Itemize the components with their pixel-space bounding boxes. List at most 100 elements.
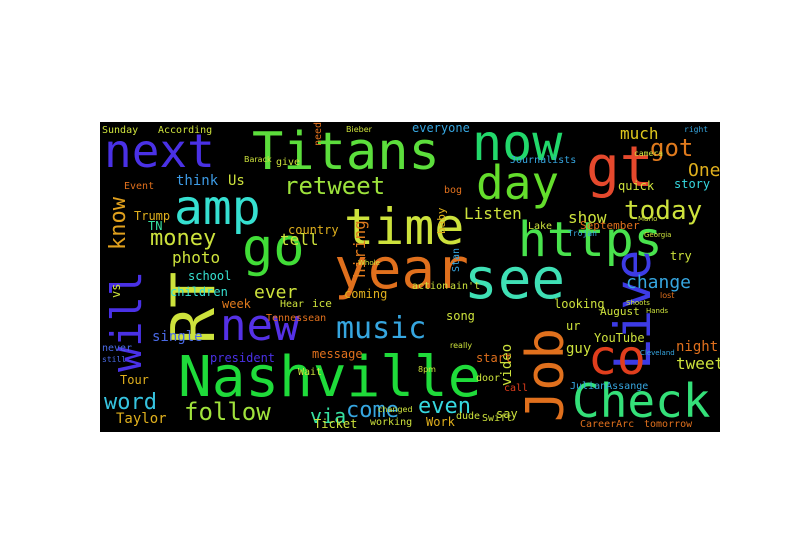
word-august: August [600,305,640,318]
word-music: music [336,311,427,346]
word-work: Work [426,415,455,429]
word-tn: TN [148,219,163,233]
word-year: year [334,237,469,302]
word-think: think [176,173,219,189]
word-show: show [568,208,607,227]
word-via: via [310,404,347,428]
word-cleveland: Cleveland [640,349,675,357]
word-even: even [418,394,471,419]
word-quick: quick [618,179,655,193]
word-children: children [170,285,228,299]
word-day: day [476,156,560,210]
word-now: now [472,122,563,172]
word-right: right [684,125,709,134]
word-photo: photo [172,248,221,267]
word-careerarc: CareerArc [580,419,635,430]
word-door: door [476,373,501,384]
word-dude: dude [456,411,481,422]
word-new: new [220,300,300,351]
word-know: know [106,197,131,250]
word-money: money [150,226,217,251]
word-camera: camera [634,149,663,158]
word-guy: guy [566,341,592,357]
word-nashville: Nashville [178,345,482,410]
word-listen: Listen [464,204,522,223]
word-president: president [210,351,276,365]
word-night: night [676,339,719,355]
word-say: say [496,407,518,421]
word-tomorrow: tomorrow [644,419,693,430]
word-message: message [312,347,363,361]
word-much: much [620,124,659,143]
word-gt: gt [586,135,654,200]
word-song: song [446,309,475,323]
word-go: go [242,218,305,278]
word-single: single [152,329,203,345]
word-ever: ever [254,282,298,303]
word-hear: Hear [280,299,305,310]
word-never: never [102,343,133,354]
word-georgia: Georgia [644,231,672,239]
word-tennessean: Tennessean [266,313,327,324]
word-change: change [626,272,692,293]
word-follow: follow [184,398,271,426]
word-word: word [104,390,157,415]
word-next: next [104,124,215,178]
word-hands: Hands [646,307,669,315]
word-trojan: Trojan [568,229,597,238]
word-lost: lost [660,291,675,300]
word-shoots: Shoots [626,299,650,307]
word-ticket: Ticket [314,417,358,431]
word-sunday: Sunday [102,125,139,136]
word-https: https [518,212,663,268]
word-job: Job [516,328,576,422]
word-give: give [276,157,301,168]
word-time: time [344,198,465,256]
word-journalists: Journalists [510,155,577,166]
word-got: got [650,134,694,162]
word-today: today [624,196,703,226]
word-tour: Tour [120,373,149,387]
word-country: country [288,223,339,237]
word-really: really [450,341,473,350]
word-call: call [504,383,529,394]
word-aint: ain't [450,281,481,292]
word-baby: baby [435,207,448,235]
word-bieber: Bieber [346,125,372,134]
word-tweet: tweet [676,354,720,373]
word-see: see [464,247,566,312]
word-wait: Wait [298,367,323,378]
word-mario: Mario [638,215,658,223]
word-start: start [476,351,513,365]
word-according: According [158,125,213,136]
word-stan: Stan [451,247,462,272]
word-september: September [580,219,640,232]
word-lake: Lake [528,221,553,232]
word-retweet: retweet [284,172,386,200]
word-bog: bog [444,185,463,196]
word-barack: Barack [244,155,272,164]
word-trump: Trump [134,209,171,223]
word-us: Us [228,173,245,189]
word-one: One [688,160,720,181]
word-co: co [588,330,646,386]
word-event: Event [124,181,155,192]
word-swift: Swift [482,413,513,424]
word-vs: vs [109,283,123,298]
word-8pm: 8pm [418,365,436,374]
word-story: story [674,177,711,191]
word-everyone: everyone [412,122,470,135]
word-cloud: Nashville Titans now next gt amp time ht… [100,122,720,432]
word-come: come [346,398,399,423]
word-youtube: YouTube [594,331,645,345]
word-ur: ur [566,319,581,333]
word-school: school [188,269,232,283]
word-whole: Whole [358,259,380,267]
word-ice: ice [312,297,332,310]
word-try: try [670,249,692,263]
word-amp: amp [174,180,261,236]
word-week: week [222,297,251,311]
word-need: need [313,122,324,146]
word-changed: changed [378,405,413,414]
word-working: working [370,417,413,428]
